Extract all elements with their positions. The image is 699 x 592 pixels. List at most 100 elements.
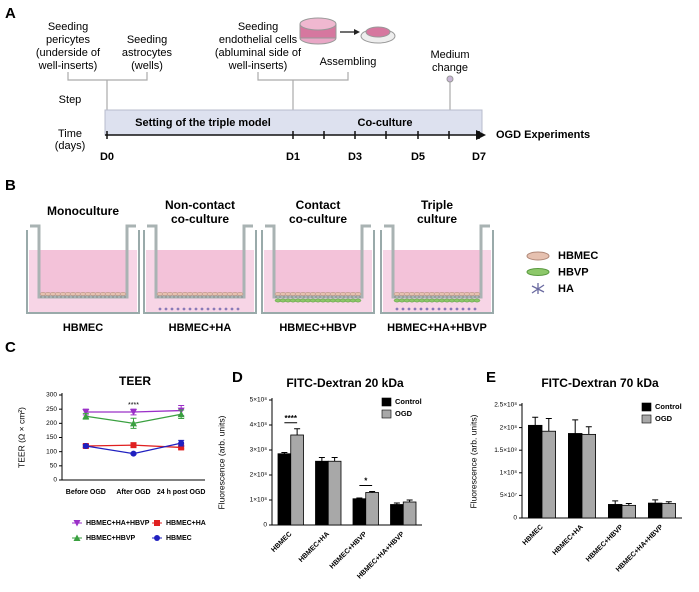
error-bar — [331, 457, 338, 462]
bar — [352, 498, 367, 526]
astrocyte — [188, 307, 192, 311]
insert-wall — [265, 224, 371, 299]
astrocyte — [443, 307, 447, 311]
y-tick-label: 100 — [46, 448, 57, 455]
model-title: culture — [417, 212, 457, 226]
end-label: OGD Experiments — [496, 129, 590, 141]
insert-medium — [157, 250, 243, 296]
step-text: Assembling — [320, 56, 377, 68]
insert-medium — [275, 250, 361, 296]
y-tick-label: 150 — [46, 434, 57, 441]
bar — [365, 492, 379, 526]
insert-medium — [40, 250, 126, 296]
row-label: Step — [59, 94, 82, 106]
y-tick-label: 1.5×10⁸ — [494, 447, 517, 454]
astrocyte — [437, 307, 441, 311]
panel-label: A — [5, 5, 16, 22]
astrocyte — [230, 307, 234, 311]
point — [82, 409, 90, 416]
point — [154, 520, 160, 526]
well — [380, 224, 494, 314]
point — [82, 443, 89, 449]
panel-label: E — [486, 369, 496, 386]
chart-title: FITC-Dextran 70 kDa — [541, 376, 659, 390]
legend-text: Control — [655, 402, 682, 411]
y-tick-label: 3×10⁸ — [250, 447, 268, 454]
step-text: well-inserts) — [228, 60, 288, 72]
point — [73, 520, 81, 527]
bracket — [67, 72, 148, 110]
y-tick-label: 1×10⁸ — [500, 470, 518, 477]
y-tick-label: 2×10⁸ — [250, 472, 268, 479]
row-label: Time — [58, 128, 82, 140]
x-tick-label: HBMEC+HA — [298, 531, 331, 564]
error-bar — [532, 416, 539, 426]
pericyte — [473, 298, 481, 303]
well-wall — [380, 230, 494, 314]
legend-text: HBMEC+HBVP — [86, 535, 136, 542]
well-wall — [261, 230, 375, 314]
y-tick-label: 250 — [46, 406, 57, 413]
endothelial-cell — [354, 292, 362, 296]
x-tick-label: After OGD — [116, 489, 150, 496]
x-tick-label: HBMEC+HBVP — [329, 531, 369, 571]
legend-swatch — [641, 414, 652, 424]
legend-text: HBVP — [558, 266, 589, 278]
step-text: astrocytes — [122, 47, 173, 59]
bar — [390, 504, 404, 526]
bracket — [257, 72, 349, 110]
well — [261, 224, 375, 314]
y-tick-label: 5×10⁷ — [500, 492, 518, 499]
astrocyte — [218, 307, 222, 311]
astrocyte — [158, 307, 162, 311]
model-label: HBMEC+HBVP — [279, 322, 356, 334]
y-tick-label: 0 — [263, 522, 267, 529]
insert-wall — [30, 224, 136, 299]
endothelial-cell — [473, 292, 481, 296]
row-label: (days) — [55, 140, 86, 152]
legend-text: HBMEC+HA+HBVP — [86, 520, 150, 527]
y-tick-label: 2.5×10⁸ — [494, 402, 517, 409]
y-tick-label: 200 — [46, 420, 57, 427]
astrocyte — [212, 307, 216, 311]
bar — [621, 504, 637, 519]
annotation: **** — [128, 402, 139, 409]
panel-label: D — [232, 369, 243, 386]
day-label: D5 — [411, 151, 425, 163]
x-tick-label: 24 h post OGD — [157, 489, 206, 496]
chart-title: TEER — [119, 374, 151, 388]
y-axis-label: Fluorescence (arb. units) — [216, 415, 226, 509]
panel-label: B — [5, 177, 16, 194]
marker-dot — [446, 75, 454, 83]
phase-box — [104, 109, 483, 136]
legend-text: Control — [395, 397, 422, 406]
annotation: **** — [285, 414, 298, 423]
bar — [290, 434, 304, 526]
pericyte — [354, 298, 362, 303]
astrocyte — [431, 307, 435, 311]
well — [143, 224, 257, 314]
bar — [402, 501, 417, 526]
astrocyte — [407, 307, 411, 311]
legend-text: HBMEC+HA — [166, 520, 206, 527]
timeline-graphics — [67, 17, 486, 140]
astrocyte — [425, 307, 429, 311]
step-text: endothelial cells — [219, 34, 298, 46]
astrocyte — [461, 307, 465, 311]
error-bar — [585, 426, 592, 435]
model-title: Monoculture — [47, 204, 119, 218]
legend-icon — [531, 283, 545, 294]
error-bar — [318, 457, 325, 462]
legend-swatch — [641, 402, 652, 412]
error-bar — [572, 419, 579, 434]
astrocyte — [164, 307, 168, 311]
x-tick-label: HBMEC — [270, 531, 293, 554]
astrocyte — [395, 307, 399, 311]
error-bar — [652, 499, 659, 504]
y-tick-label: 2×10⁸ — [500, 424, 518, 431]
point — [178, 444, 185, 451]
step-text: Medium — [430, 49, 469, 61]
panel-label: C — [5, 339, 16, 356]
legend-swatch — [381, 397, 392, 407]
